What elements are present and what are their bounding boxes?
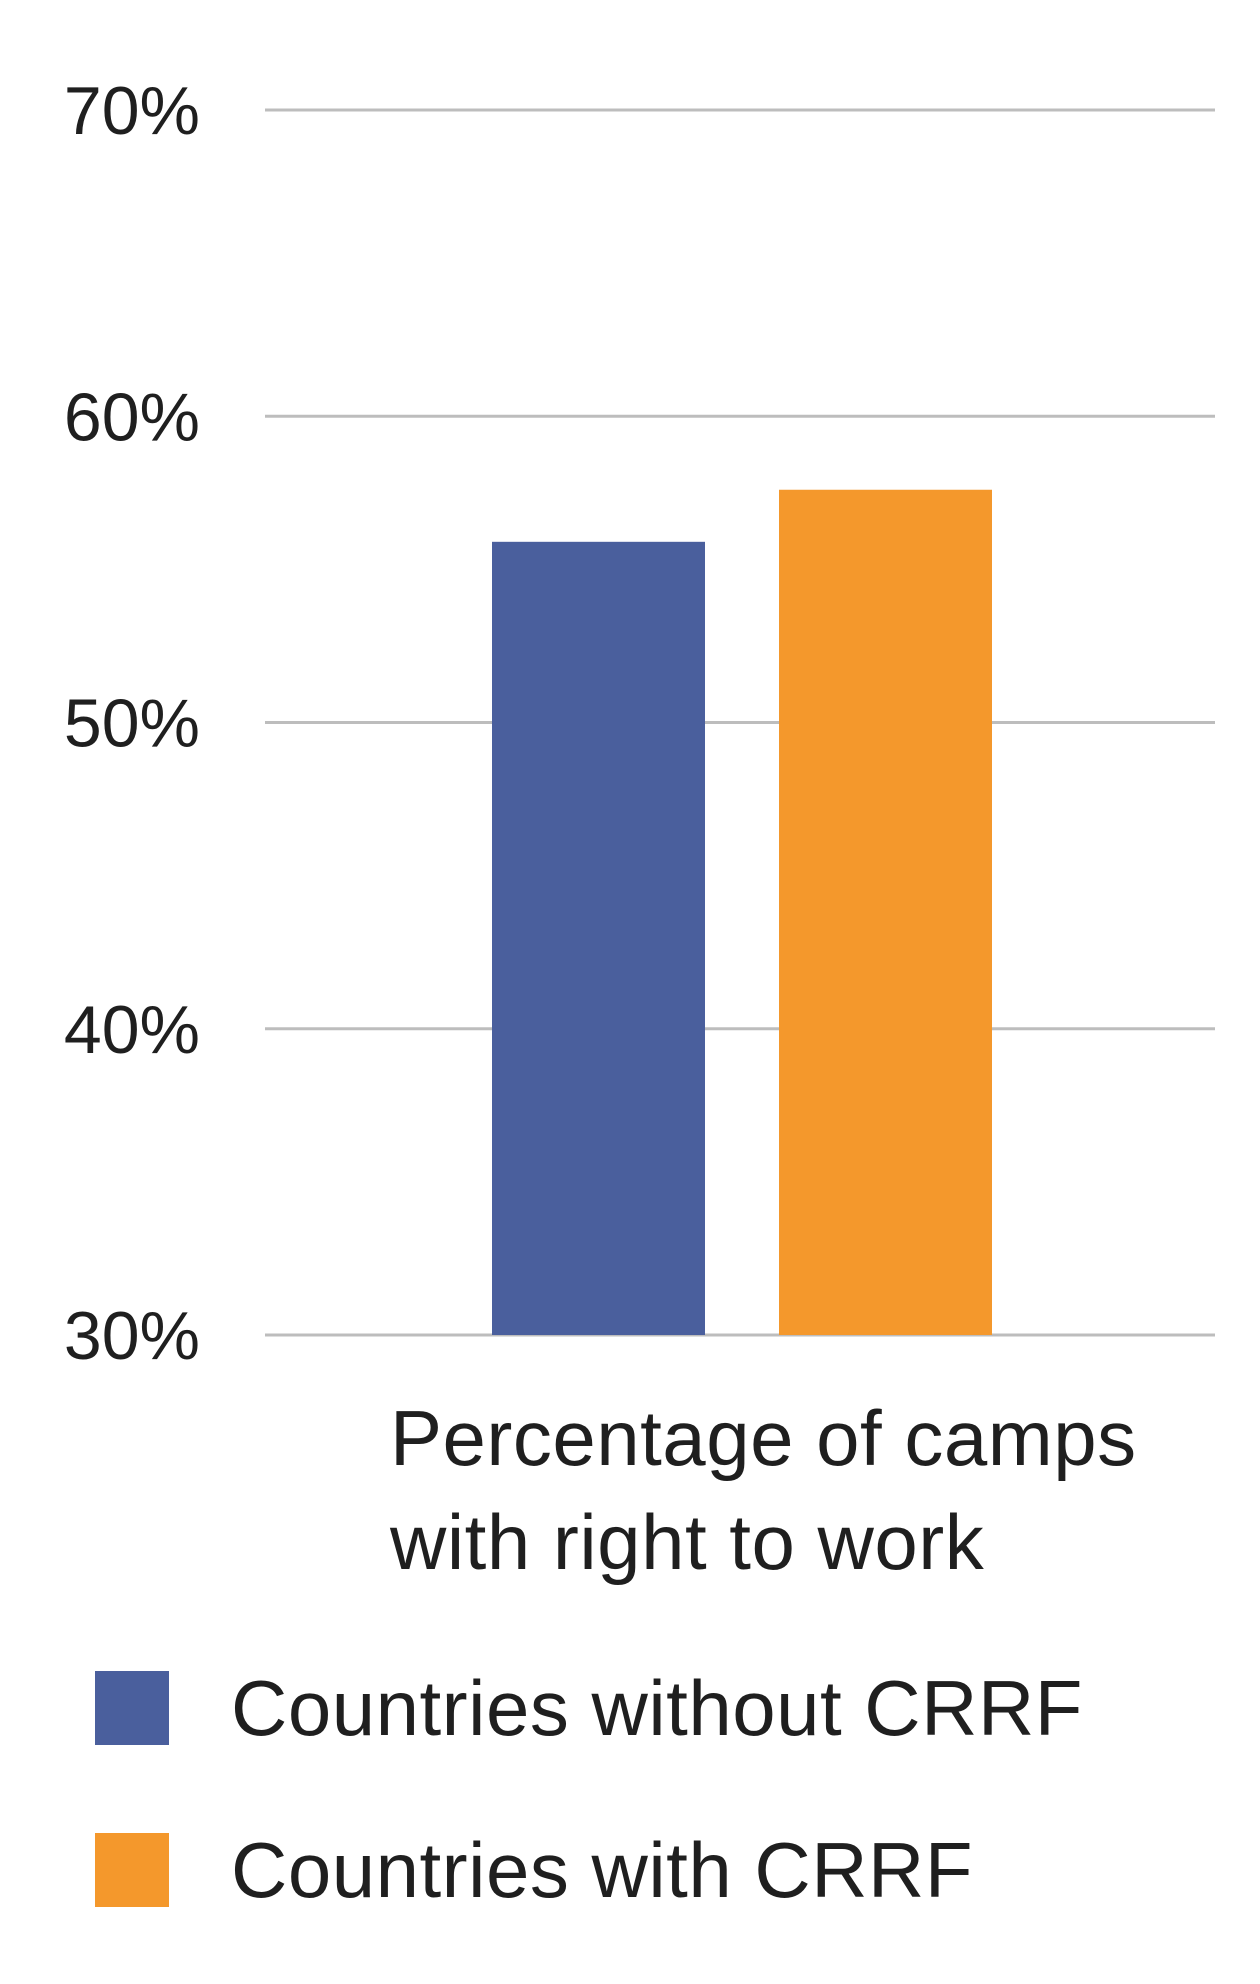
gridlines <box>265 108 1215 1337</box>
chart-canvas: 30% 40% 50% 60% 70% Percentage of camps with … <box>64 73 1215 1586</box>
y-tick-label-70: 70% <box>64 73 200 149</box>
bar-with-crrf <box>779 489 992 1335</box>
legend-swatch-with-crrf <box>95 1833 169 1907</box>
legend-item-with-crrf: Countries with CRRF <box>95 1822 1083 1918</box>
y-tick-label-30: 30% <box>64 1298 200 1374</box>
y-tick-label-60: 60% <box>64 379 200 455</box>
y-tick-label-50: 50% <box>64 686 200 762</box>
x-category-label-line-2: with right to work <box>389 1498 985 1586</box>
legend-item-without-crrf: Countries without CRRF <box>95 1660 1083 1756</box>
x-axis-category-label: Percentage of camps with right to work <box>389 1394 1137 1586</box>
legend-swatch-without-crrf <box>95 1671 169 1745</box>
y-tick-label-40: 40% <box>64 992 200 1068</box>
x-category-label-line-1: Percentage of camps <box>390 1394 1137 1482</box>
bar-chart: 30% 40% 50% 60% 70% Percentage of camps with … <box>64 73 1215 1909</box>
legend-label-without-crrf: Countries without CRRF <box>231 1664 1083 1752</box>
y-axis-ticks: 30% 40% 50% 60% 70% <box>64 73 200 1374</box>
legend-label-with-crrf: Countries with CRRF <box>231 1826 974 1914</box>
bar-without-crrf <box>492 541 705 1335</box>
bars <box>492 489 992 1335</box>
legend: Countries without CRRF Countries with CR… <box>95 1660 1083 1984</box>
